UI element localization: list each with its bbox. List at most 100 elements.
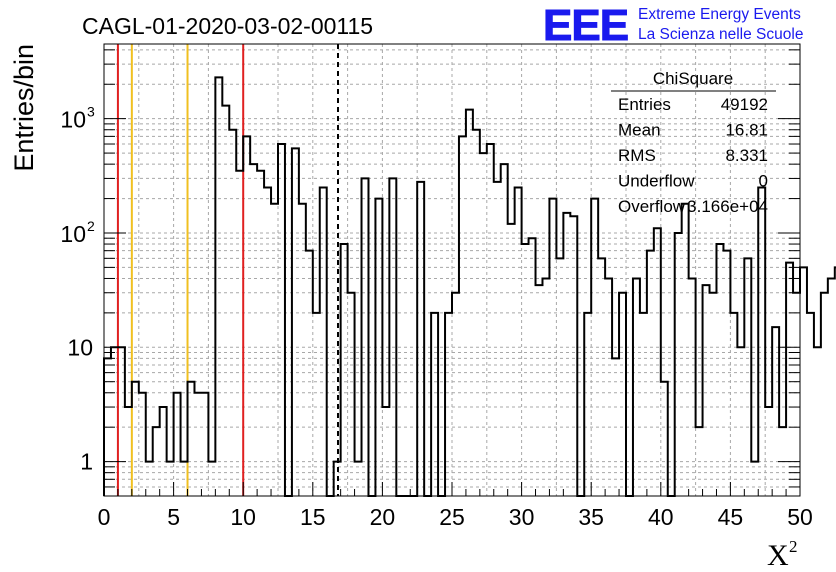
x-tick-label: 30 xyxy=(509,504,535,530)
histogram-bin xyxy=(146,462,153,496)
stats-row-label: Underflow xyxy=(618,172,695,191)
histogram-bin xyxy=(118,347,125,496)
histogram-bin xyxy=(201,393,208,496)
histogram-bin xyxy=(584,313,591,496)
stats-row-value: 49192 xyxy=(721,95,768,114)
histogram-bin xyxy=(153,427,160,496)
histogram-bin xyxy=(654,228,661,496)
stats-rows: Entries 49192 Mean 16.81 RMS 8.331 Underflow 0 O… xyxy=(618,95,768,216)
histogram-bin xyxy=(222,106,229,496)
histogram-bin xyxy=(696,427,703,496)
histogram-bin xyxy=(570,216,577,496)
y-tick-label: 10 xyxy=(60,221,86,247)
y-tick-label-exponent: 3 xyxy=(87,104,95,120)
histogram-bin xyxy=(800,267,807,496)
histogram-bin xyxy=(689,278,696,496)
histogram-bin xyxy=(355,462,362,496)
stats-row-value: 16.81 xyxy=(725,121,768,140)
stats-row-label: Entries xyxy=(618,95,671,114)
x-tick-label: 5 xyxy=(167,504,180,530)
histogram-outline xyxy=(103,76,836,497)
histogram-bin xyxy=(306,251,313,496)
stats-box: ChiSquare Entries 49192 Mean 16.81 RMS 8.331 U… xyxy=(611,69,776,216)
histogram-bin xyxy=(828,278,835,496)
histogram-bin xyxy=(292,148,299,496)
histogram-bin xyxy=(264,187,271,496)
histogram-bin xyxy=(389,178,396,496)
histogram-bin xyxy=(473,130,480,496)
axis-ticks xyxy=(103,49,801,496)
histogram-bin xyxy=(730,313,737,496)
x-axis-label-superscript: 2 xyxy=(789,537,798,556)
histogram-bin xyxy=(208,462,215,496)
histogram-bin xyxy=(744,258,751,496)
histogram-bin xyxy=(814,347,821,496)
histogram-bin xyxy=(375,199,382,496)
histogram-bin xyxy=(508,224,515,496)
histogram-bin xyxy=(723,251,730,496)
stats-row-value: 3.166e+04 xyxy=(687,197,768,216)
x-tick-label: 50 xyxy=(787,504,813,530)
histogram-bin xyxy=(515,187,522,496)
stats-row-value: 0 xyxy=(759,172,768,191)
histogram-bin xyxy=(271,204,278,496)
histogram-bin xyxy=(682,204,689,496)
eee-logo: EEE Extreme Energy Events La Scienza nel… xyxy=(543,1,804,51)
histogram-bin xyxy=(313,313,320,496)
histogram-bin xyxy=(758,187,765,496)
histogram-bin xyxy=(591,199,598,496)
histogram-bin xyxy=(125,407,132,496)
logo-mark: EEE xyxy=(543,1,628,50)
histogram-bin xyxy=(174,393,181,496)
histogram-bin xyxy=(188,382,195,496)
x-tick-label: 40 xyxy=(648,504,674,530)
y-tick-label: 1 xyxy=(80,449,93,475)
histogram-bin xyxy=(501,164,508,496)
histogram-bin xyxy=(320,187,327,496)
histogram-bin xyxy=(821,293,828,496)
histogram-bin xyxy=(793,293,800,496)
histogram-bin xyxy=(710,293,717,496)
x-tick-label: 0 xyxy=(98,504,111,530)
stats-row-label: Overflow xyxy=(618,197,686,216)
x-axis-label-text: X xyxy=(767,539,789,572)
histogram-bin xyxy=(675,233,682,496)
x-tick-label: 35 xyxy=(578,504,604,530)
histogram-bin xyxy=(772,327,779,496)
histogram-bin xyxy=(229,130,236,496)
histogram-bin xyxy=(215,77,222,496)
histogram-bin xyxy=(640,313,647,496)
x-tick-labels: 0 5 10 15 20 25 30 35 40 45 50 xyxy=(98,504,813,530)
histogram-bin xyxy=(529,238,536,496)
histogram-bin xyxy=(466,110,473,496)
histogram-bin xyxy=(132,382,139,496)
x-tick-label: 20 xyxy=(370,504,396,530)
histogram-bin xyxy=(598,258,605,496)
y-axis-label: Entries/bin xyxy=(9,44,39,172)
histogram-bin xyxy=(647,251,654,496)
histogram-bin xyxy=(139,393,146,496)
histogram-bin xyxy=(417,182,424,496)
x-tick-label: 15 xyxy=(300,504,326,530)
histogram-bin xyxy=(807,313,814,496)
histogram-bin xyxy=(661,382,668,496)
histogram-bin xyxy=(167,462,174,496)
stats-row-label: Mean xyxy=(618,121,661,140)
grid xyxy=(104,44,800,496)
stats-row-label: RMS xyxy=(618,146,656,165)
logo-line1: Extreme Energy Events xyxy=(638,6,801,23)
histogram-bin xyxy=(181,462,188,496)
histogram-bin xyxy=(522,244,529,496)
histogram-bin xyxy=(334,462,341,496)
histogram-bin xyxy=(536,285,543,496)
histogram-bin xyxy=(236,171,243,496)
y-tick-label: 10 xyxy=(60,107,86,133)
stats-title: ChiSquare xyxy=(653,69,733,88)
histogram-bin xyxy=(278,144,285,496)
histogram-bin xyxy=(605,278,612,496)
histogram-bin xyxy=(299,204,306,496)
x-axis-label: X 2 xyxy=(767,537,798,572)
histogram-bin xyxy=(459,136,466,496)
